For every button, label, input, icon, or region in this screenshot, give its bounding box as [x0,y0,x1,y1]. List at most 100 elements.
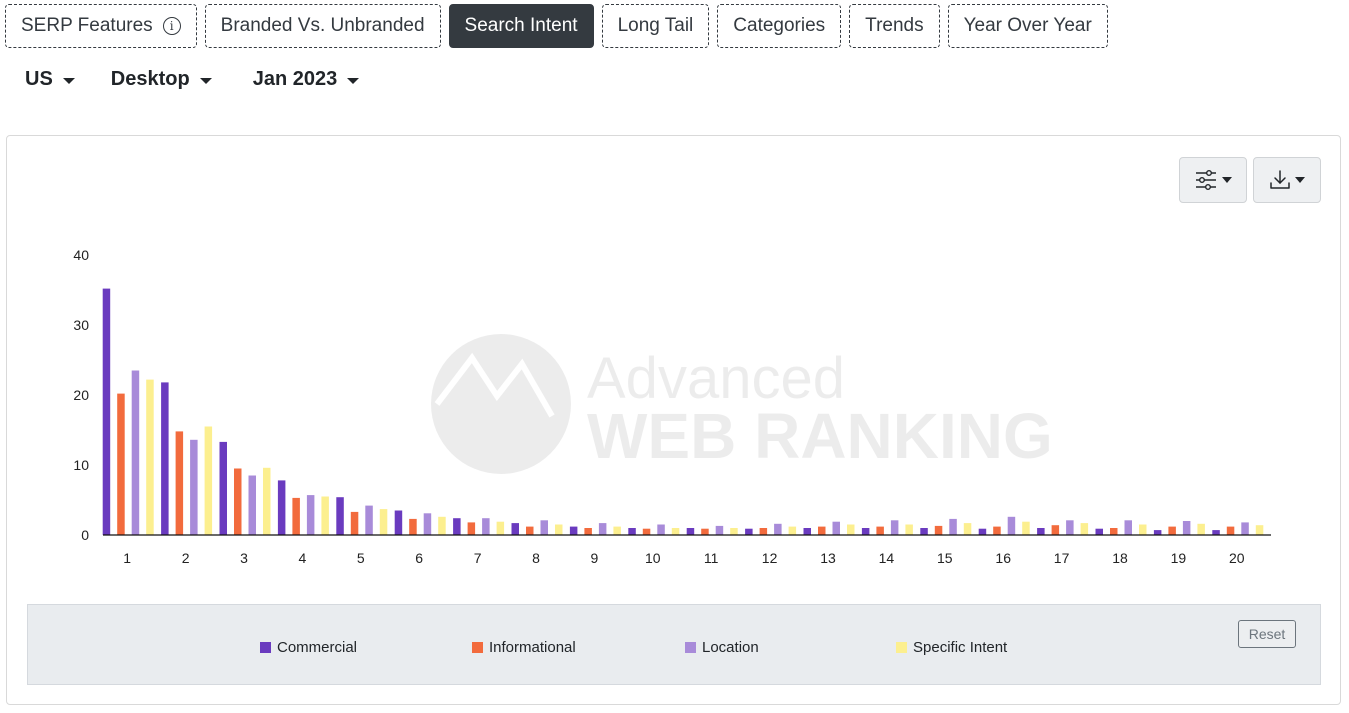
tab-serp-features[interactable]: SERP Features i [5,4,197,48]
bar-specific-intent[interactable] [496,521,505,535]
bar-specific-intent[interactable] [847,524,855,536]
bar-commercial[interactable] [277,480,286,535]
bar-location[interactable] [540,520,549,535]
bar-commercial[interactable] [511,523,520,535]
chart-settings-button[interactable] [1179,157,1247,203]
bar-location[interactable] [774,523,782,535]
bar-specific-intent[interactable] [613,526,621,535]
bar-location[interactable] [1007,516,1016,535]
bar-informational[interactable] [467,522,476,535]
bar-informational[interactable] [993,526,1001,535]
bar-commercial[interactable] [1153,530,1162,535]
bar-location[interactable] [248,475,257,536]
bar-specific-intent[interactable] [438,516,446,535]
legend-item-specific-intent[interactable]: Specific Intent [896,639,1007,656]
x-tick-label: 17 [1054,550,1070,566]
bar-specific-intent[interactable] [905,524,913,536]
tab-search-intent[interactable]: Search Intent [448,4,594,48]
bar-commercial[interactable] [1037,528,1045,535]
bar-informational[interactable] [526,526,534,535]
bar-specific-intent[interactable] [1080,523,1089,535]
bar-commercial[interactable] [453,518,461,535]
bar-location[interactable] [832,521,841,535]
bar-informational[interactable] [1051,525,1060,535]
bar-informational[interactable] [1110,528,1118,535]
tab-branded-vs-unbranded[interactable]: Branded Vs. Unbranded [204,4,441,48]
bar-commercial[interactable] [803,528,812,535]
download-button[interactable] [1253,157,1321,203]
legend-item-commercial[interactable]: Commercial [260,639,357,656]
bar-specific-intent[interactable] [671,528,680,535]
bar-informational[interactable] [1168,526,1176,535]
bar-informational[interactable] [350,511,359,535]
bar-specific-intent[interactable] [263,467,271,535]
country-dropdown[interactable]: US [25,68,75,91]
bar-informational[interactable] [584,528,592,535]
bar-informational[interactable] [292,497,300,535]
bar-commercial[interactable] [861,528,870,535]
bar-informational[interactable] [701,528,709,535]
bar-commercial[interactable] [920,528,928,535]
bar-specific-intent[interactable] [1197,523,1205,535]
bar-commercial[interactable] [745,528,753,535]
bar-location[interactable] [598,523,607,535]
tab-categories[interactable]: Categories [717,4,842,48]
bar-location[interactable] [890,520,899,535]
bar-commercial[interactable] [394,510,403,536]
bar-specific-intent[interactable] [379,509,388,535]
bar-informational[interactable] [117,393,125,535]
bar-informational[interactable] [934,525,943,535]
bar-location[interactable] [1124,520,1133,535]
bar-commercial[interactable] [336,497,344,535]
bar-informational[interactable] [409,518,417,535]
bar-location[interactable] [1066,520,1074,535]
bar-location[interactable] [657,524,665,536]
bar-specific-intent[interactable] [1022,521,1030,535]
bar-location[interactable] [949,518,957,535]
bar-commercial[interactable] [161,382,169,535]
device-dropdown[interactable]: Desktop [111,68,212,91]
bar-commercial[interactable] [1212,530,1220,535]
bar-commercial[interactable] [569,526,578,535]
bar-location[interactable] [365,505,373,535]
bar-specific-intent[interactable] [321,496,329,536]
reset-zoom-button[interactable]: Reset [1238,620,1296,648]
tab-year-over-year[interactable]: Year Over Year [947,4,1108,48]
bar-location[interactable] [190,439,198,535]
bar-commercial[interactable] [219,441,228,535]
bar-specific-intent[interactable] [204,426,213,536]
bar-informational[interactable] [759,528,768,535]
bar-specific-intent[interactable] [730,528,738,535]
month-dropdown[interactable]: Jan 2023 [253,68,360,91]
bar-commercial[interactable] [628,528,636,535]
bar-informational[interactable] [876,526,884,535]
bar-commercial[interactable] [686,528,695,535]
bar-specific-intent[interactable] [1139,524,1147,536]
tab-long-tail[interactable]: Long Tail [601,4,710,48]
bar-specific-intent[interactable] [555,524,563,536]
bar-informational[interactable] [818,526,826,535]
bar-commercial[interactable] [978,528,987,535]
bar-commercial[interactable] [1095,528,1104,535]
bar-specific-intent[interactable] [788,526,797,535]
bar-location[interactable] [423,513,432,535]
bar-location[interactable] [482,518,490,535]
bar-specific-intent[interactable] [146,379,154,535]
bar-commercial[interactable] [102,288,111,535]
bar-informational[interactable] [234,468,242,536]
bar-informational[interactable] [1226,526,1235,535]
legend-item-location[interactable]: Location [685,639,759,656]
bar-informational[interactable] [175,431,184,535]
bar-specific-intent[interactable] [963,523,972,535]
tab-trends[interactable]: Trends [849,4,940,48]
bar-location[interactable] [1182,521,1191,535]
legend-item-informational[interactable]: Informational [472,639,576,656]
x-tick-label: 19 [1171,550,1187,566]
info-icon[interactable]: i [162,17,181,35]
bar-location[interactable] [715,525,724,535]
bar-informational[interactable] [642,528,651,535]
bar-location[interactable] [131,370,140,536]
bar-location[interactable] [306,495,315,535]
bar-specific-intent[interactable] [1255,525,1264,535]
bar-location[interactable] [1241,522,1249,535]
